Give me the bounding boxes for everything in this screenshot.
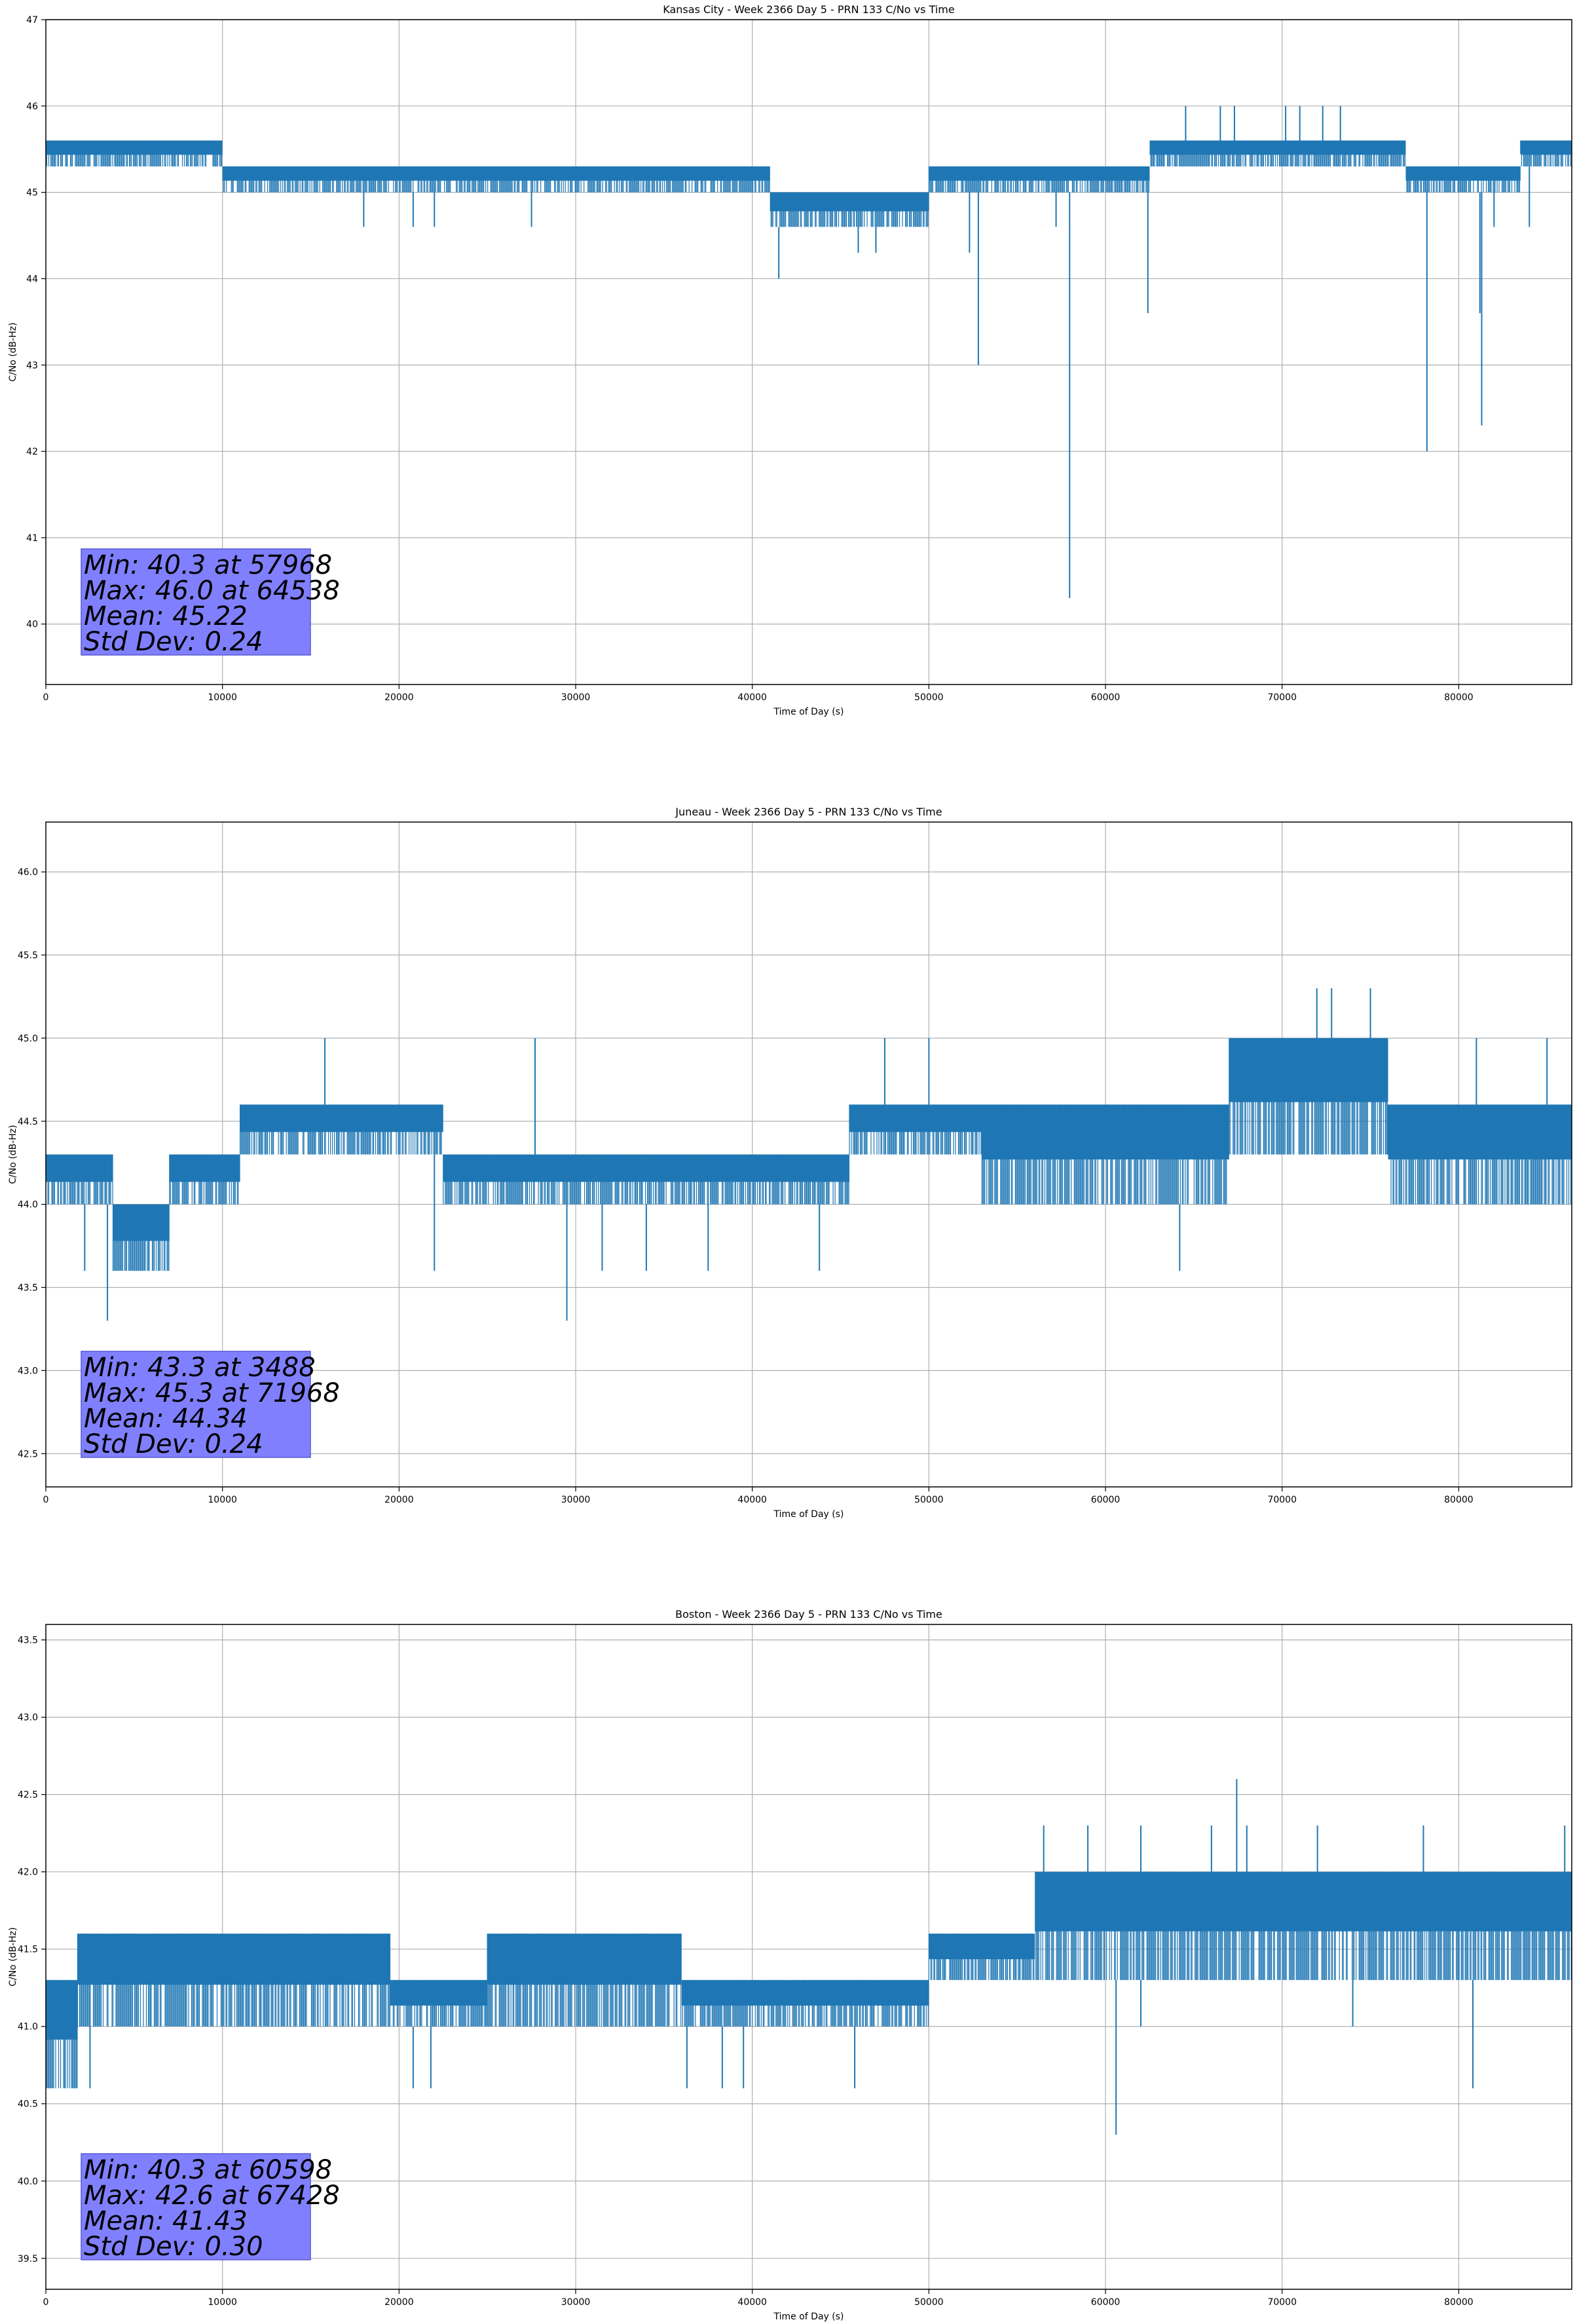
series-band [770, 192, 832, 212]
y-tick-label: 42.5 [18, 1449, 38, 1459]
y-tick-label: 42.0 [18, 1867, 38, 1878]
stats-line: Std Dev: 0.24 [84, 1429, 263, 1459]
data-region [46, 1779, 1572, 2135]
x-axis-label: Time of Day (s) [773, 2312, 844, 2322]
stats-line: Mean: 45.22 [84, 601, 248, 631]
x-tick-label: 40000 [737, 2297, 767, 2308]
y-axis-label: C/No (dB-Hz) [8, 1125, 18, 1184]
x-tick-label: 50000 [914, 2297, 944, 2308]
stats-line: Min: 43.3 at 3488 [84, 1353, 316, 1383]
chart-title: Boston - Week 2366 Day 5 - PRN 133 C/No … [675, 1608, 942, 1621]
y-tick-label: 44 [26, 274, 38, 284]
x-tick-label: 50000 [914, 692, 944, 703]
y-tick-label: 47 [26, 15, 38, 26]
x-tick-label: 70000 [1267, 692, 1297, 703]
y-tick-label: 46.0 [18, 867, 38, 878]
y-tick-label: 40.0 [18, 2177, 38, 2187]
data-region [46, 105, 1572, 599]
x-tick-label: 0 [43, 692, 49, 703]
stats-line: Max: 45.3 at 71968 [84, 1378, 340, 1408]
y-tick-label: 41.5 [18, 1945, 38, 1955]
y-tick-label: 41.0 [18, 2022, 38, 2033]
series-line [46, 1038, 1572, 1271]
x-tick-label: 10000 [208, 2297, 237, 2308]
x-tick-label: 30000 [561, 2297, 591, 2308]
axes-frame [45, 821, 1572, 1488]
x-axis-label: Time of Day (s) [773, 1509, 844, 1520]
x-axis-label: Time of Day (s) [773, 707, 844, 717]
y-tick-label: 40 [26, 620, 38, 630]
stats-box [81, 548, 311, 656]
stats-line: Mean: 44.34 [84, 1404, 248, 1434]
x-tick-label: 30000 [561, 1495, 591, 1505]
chart-3: 0 10000 20000 30000 40000 50000 60000 70000 8000… [8, 1608, 1572, 2322]
x-tick-label: 80000 [1444, 692, 1474, 703]
x-tick-label: 70000 [1267, 1495, 1297, 1505]
series-line [46, 1871, 1572, 2089]
x-tick-label: 80000 [1444, 1495, 1474, 1505]
x-tick-label: 30000 [561, 692, 591, 703]
x-tick-label: 60000 [1091, 1495, 1121, 1505]
x-tick-label: 40000 [737, 1495, 767, 1505]
x-tick-label: 20000 [384, 692, 414, 703]
y-tick-label: 40.5 [18, 2099, 38, 2110]
stats-line: Max: 46.0 at 64538 [84, 576, 340, 606]
y-tick-label: 44.5 [18, 1117, 38, 1127]
x-tick-label: 0 [43, 1495, 49, 1505]
chart-2: 0 10000 20000 30000 40000 50000 60000 70000 8000… [8, 806, 1572, 1520]
x-tick-label: 60000 [1091, 692, 1121, 703]
y-tick-label: 43.5 [18, 1636, 38, 1646]
y-tick-label: 45.5 [18, 950, 38, 961]
x-tick-label: 10000 [208, 692, 237, 703]
x-tick-label: 10000 [208, 1495, 237, 1505]
y-axis-label: C/No (dB-Hz) [8, 322, 18, 381]
stats-line: Min: 40.3 at 57968 [84, 550, 332, 580]
x-tick-label: 0 [43, 2297, 49, 2308]
y-tick-label: 46 [26, 102, 38, 112]
series-band [832, 192, 929, 212]
y-tick-label: 45.0 [18, 1034, 38, 1044]
stats-line: Min: 40.3 at 60598 [84, 2155, 332, 2185]
y-tick-label: 39.5 [18, 2254, 38, 2264]
x-tick-label: 70000 [1267, 2297, 1297, 2308]
y-tick-label: 42 [26, 447, 38, 457]
stats-box [81, 1351, 311, 1458]
x-tick-label: 50000 [914, 1495, 944, 1505]
y-tick-label: 44.0 [18, 1200, 38, 1210]
y-tick-label: 43.0 [18, 1366, 38, 1376]
y-tick-label: 42.5 [18, 1790, 38, 1801]
x-tick-label: 20000 [384, 2297, 414, 2308]
stats-line: Max: 42.6 at 67428 [84, 2181, 340, 2211]
y-tick-label: 43 [26, 360, 38, 371]
y-tick-label: 45 [26, 188, 38, 198]
x-tick-label: 40000 [737, 692, 767, 703]
x-tick-label: 80000 [1444, 2297, 1474, 2308]
data-region [46, 988, 1572, 1321]
stats-line: Std Dev: 0.24 [84, 627, 263, 657]
y-tick-label: 43.0 [18, 1713, 38, 1723]
stats-line: Mean: 41.43 [84, 2206, 248, 2236]
y-axis-label: C/No (dB-Hz) [8, 1927, 18, 1986]
stats-box [81, 2153, 311, 2260]
axes-frame [45, 1624, 1572, 2290]
y-tick-label: 43.5 [18, 1283, 38, 1294]
y-tick-label: 41 [26, 533, 38, 544]
x-tick-label: 60000 [1091, 2297, 1121, 2308]
chart-title: Kansas City - Week 2366 Day 5 - PRN 133 … [663, 3, 954, 16]
series-line [46, 140, 1572, 227]
x-tick-label: 20000 [384, 1495, 414, 1505]
stats-line: Std Dev: 0.30 [84, 2232, 263, 2262]
chart-title: Juneau - Week 2366 Day 5 - PRN 133 C/No … [675, 806, 942, 818]
chart-1: 0 10000 20000 30000 40000 50000 60000 70000 8000… [8, 3, 1572, 717]
axes-frame [45, 19, 1572, 685]
